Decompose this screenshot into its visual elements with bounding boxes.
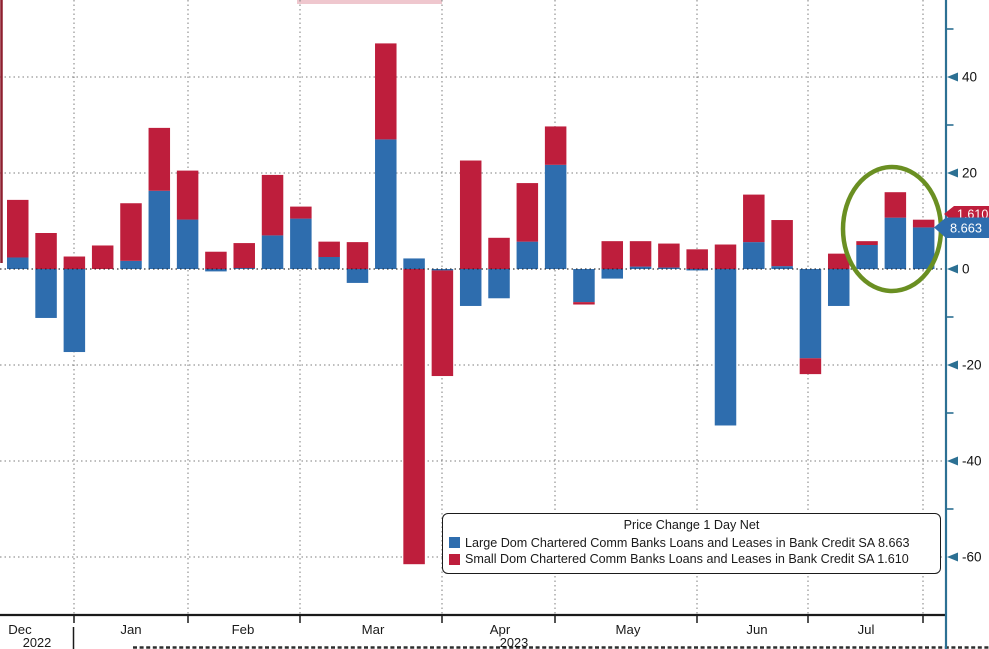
month-label: Jul bbox=[858, 622, 875, 637]
bar-segment-large bbox=[658, 267, 680, 269]
bar-segment-small bbox=[771, 220, 793, 267]
legend-title: Price Change 1 Day Net bbox=[623, 518, 760, 532]
bar-segment-large bbox=[856, 245, 878, 269]
bar-segment-small bbox=[573, 302, 595, 305]
legend-label-large: Large Dom Chartered Comm Banks Loans and… bbox=[465, 535, 910, 550]
value-badge-blue bbox=[934, 217, 989, 238]
bar-segment-large bbox=[629, 266, 652, 269]
bar-segment-small bbox=[63, 256, 86, 269]
y-tick-arrow-icon bbox=[947, 168, 958, 178]
bar-segment-large bbox=[799, 269, 822, 359]
bar-segment-small bbox=[827, 253, 850, 269]
bar-segment-large bbox=[63, 269, 86, 353]
bar-segment-large bbox=[488, 269, 510, 299]
bar-segment-large bbox=[686, 269, 708, 271]
legend-item-large: Large Dom Chartered Comm Banks Loans and… bbox=[449, 535, 934, 552]
bar-segment-large bbox=[459, 269, 482, 306]
bar-segment-large bbox=[403, 258, 425, 269]
top-cut-red-artifact bbox=[297, 0, 442, 4]
bar-segment-small bbox=[91, 245, 114, 269]
bar-segment-small bbox=[431, 270, 454, 377]
bar-segment-small bbox=[318, 241, 340, 257]
y-tick-label: 20 bbox=[962, 166, 977, 181]
bar-segment-small bbox=[403, 269, 425, 565]
y-tick-arrow-icon bbox=[947, 456, 958, 466]
chart-legend: Price Change 1 Day Net Large Dom Charter… bbox=[442, 513, 941, 574]
bar-segment-large bbox=[35, 269, 57, 318]
bar-segment-small bbox=[35, 233, 57, 269]
bar-segment-small bbox=[884, 192, 907, 218]
bar-segment-large bbox=[375, 139, 397, 269]
bar-segment-large bbox=[601, 269, 624, 279]
value-badge-blue-text: 8.663 bbox=[950, 221, 982, 236]
bar-segment-large bbox=[884, 217, 907, 269]
bar-segment-small bbox=[912, 219, 935, 228]
bar-segment-large bbox=[290, 218, 312, 269]
y-tick-arrow-icon bbox=[947, 552, 958, 562]
legend-swatch-red-icon bbox=[449, 553, 460, 565]
bar-segment-large bbox=[176, 219, 199, 269]
bar-segment-large bbox=[148, 190, 171, 269]
bar-segment-small bbox=[799, 358, 822, 375]
year-label: 2023 bbox=[500, 635, 528, 649]
legend-item-small: Small Dom Chartered Comm Banks Loans and… bbox=[449, 551, 934, 568]
year-label: 2022 bbox=[23, 635, 51, 649]
bar-segment-small bbox=[856, 241, 878, 245]
y-tick-label: 40 bbox=[962, 70, 977, 85]
bar-segment-large bbox=[431, 269, 454, 271]
bar-segment-small bbox=[488, 237, 510, 269]
bar-segment-large bbox=[346, 269, 369, 283]
month-label: Mar bbox=[362, 622, 385, 637]
month-label: Jan bbox=[120, 622, 141, 637]
bar-segment-large bbox=[318, 257, 340, 269]
legend-swatch-blue-icon bbox=[449, 537, 460, 549]
bar-segment-small bbox=[375, 43, 397, 140]
bar-segment-small bbox=[176, 170, 199, 220]
bar-segment-small bbox=[601, 241, 624, 269]
bar-segment-small bbox=[629, 241, 652, 267]
bar-segment-small bbox=[743, 194, 765, 243]
bar-segment-large bbox=[912, 227, 935, 269]
bar-segment-large bbox=[771, 266, 793, 269]
y-tick-label: 0 bbox=[962, 262, 970, 277]
bar-segment-small bbox=[290, 206, 312, 219]
bar-segment-small bbox=[459, 160, 482, 269]
month-label: Jun bbox=[746, 622, 767, 637]
bar-segment-large bbox=[205, 269, 227, 272]
y-tick-arrow-icon bbox=[947, 360, 958, 370]
bar-segment-small bbox=[544, 126, 567, 165]
legend-label-small: Small Dom Chartered Comm Banks Loans and… bbox=[465, 552, 909, 566]
month-label: Apr bbox=[490, 622, 511, 637]
bar-segment-large bbox=[120, 260, 142, 269]
bar-segment-small bbox=[516, 183, 539, 242]
bar-segment-large bbox=[7, 257, 29, 269]
bar-segment-large bbox=[573, 269, 595, 303]
month-label: May bbox=[616, 622, 641, 637]
bar-segment-large bbox=[261, 235, 284, 269]
bar-segment-large bbox=[743, 242, 765, 269]
bar-segment-small bbox=[714, 244, 737, 269]
bar-segment-large bbox=[827, 269, 850, 306]
y-tick-label: -40 bbox=[962, 454, 982, 469]
bar-segment-small bbox=[120, 203, 142, 261]
y-tick-label: -20 bbox=[962, 358, 982, 373]
bar-segment-small bbox=[686, 249, 708, 269]
bar-segment-small bbox=[205, 251, 227, 269]
bar-segment-small bbox=[261, 174, 284, 236]
bar-segment-small bbox=[7, 199, 29, 258]
bar-segment-large bbox=[516, 241, 539, 269]
bar-segment-small bbox=[233, 243, 255, 269]
bar-segment-large bbox=[544, 164, 567, 269]
bar-segment-large bbox=[714, 269, 737, 426]
month-label: Feb bbox=[232, 622, 255, 637]
bar-segment-small bbox=[346, 242, 369, 269]
bar-segment-small bbox=[148, 127, 171, 191]
y-tick-arrow-icon bbox=[947, 72, 958, 82]
bar-segment-small bbox=[658, 243, 680, 268]
y-tick-arrow-icon bbox=[947, 264, 958, 274]
month-label: Dec bbox=[8, 622, 32, 637]
y-tick-label: -60 bbox=[962, 550, 982, 565]
